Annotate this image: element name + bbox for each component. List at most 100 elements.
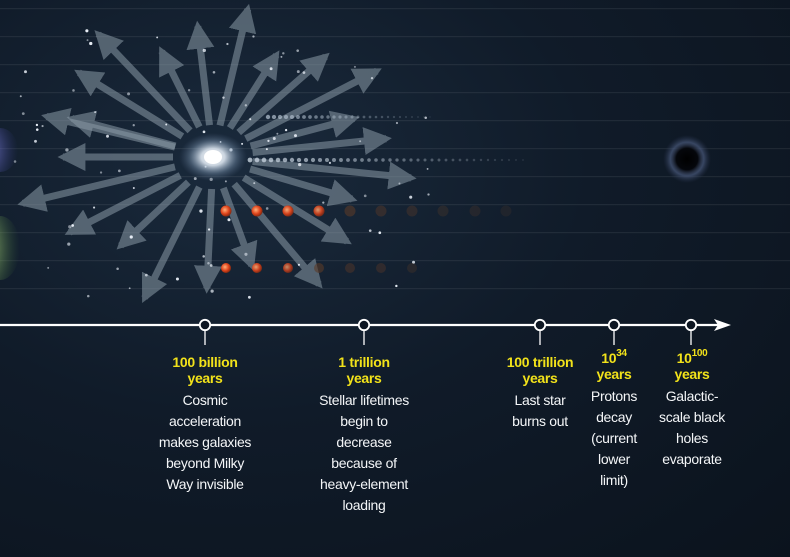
trail-dot (388, 158, 392, 162)
event-1-trillion-years: 1 trillion years Stellar lifetimes begin … (303, 354, 425, 516)
tiny-star (222, 96, 225, 99)
tiny-star (284, 128, 288, 132)
trail-dot (360, 158, 364, 162)
tiny-star (86, 39, 89, 42)
trail-dot (362, 115, 366, 119)
tiny-star (322, 201, 325, 204)
expansion-arrow (193, 188, 222, 294)
trail-dot (320, 115, 324, 119)
tiny-star (132, 124, 135, 127)
tiny-star (212, 70, 216, 74)
tiny-star (99, 171, 103, 174)
event-time: 1 trillion years (303, 354, 425, 386)
description-line: makes galaxies (158, 434, 252, 450)
trail-dot (521, 158, 525, 162)
timeline-node (357, 318, 371, 332)
star (282, 205, 294, 217)
tiny-star (106, 134, 109, 138)
trail-dot (417, 116, 419, 118)
trail-dot (404, 115, 408, 119)
tiny-star (297, 263, 301, 266)
tiny-star (280, 55, 283, 58)
tiny-star (210, 289, 214, 293)
tiny-star (359, 140, 362, 143)
event-description: Stellar lifetimes begin to decrease because… (303, 390, 425, 516)
tiny-star (224, 180, 227, 183)
expansion-arrows (17, 3, 417, 303)
tiny-star (127, 92, 131, 96)
trail-dot (326, 115, 330, 119)
galaxy-trails (247, 114, 525, 163)
trail-dot (395, 158, 399, 162)
expansion-arrow (158, 46, 203, 129)
tiny-star (207, 228, 211, 231)
tiny-star (193, 177, 197, 181)
description-line: lower (598, 451, 630, 467)
tiny-star (282, 52, 285, 55)
trail-dot (324, 157, 330, 163)
description-line: loading (342, 497, 386, 513)
tiny-star (302, 71, 306, 75)
trail-dot (423, 158, 427, 162)
star (251, 205, 263, 217)
tiny-star (41, 124, 44, 128)
trail-dot (493, 158, 497, 162)
trail-dot (271, 114, 277, 120)
stripe (0, 92, 790, 94)
left-star-glow (0, 216, 20, 280)
expansion-arrow (231, 181, 323, 289)
trail-dot (317, 157, 323, 163)
trail-dot (374, 115, 378, 119)
trail-dot (507, 158, 511, 162)
expansion-arrow (244, 67, 382, 142)
event-100-trillion-years: 100 trillion years Last star burns out (460, 354, 620, 432)
tiny-star (68, 225, 72, 229)
timeline-arrowhead (714, 319, 731, 331)
event-time-line1: 1034 (601, 348, 627, 366)
event-description: Protons decay (current lower limit) (576, 386, 652, 491)
description-line: Last star (514, 392, 566, 408)
trail-dot (265, 114, 271, 120)
tiny-star (67, 242, 71, 246)
tiny-star (85, 29, 89, 33)
star (406, 205, 418, 217)
stripe (0, 148, 790, 150)
tiny-star (227, 218, 231, 222)
trail-dot (290, 115, 294, 119)
tiny-star (265, 207, 269, 210)
description-line: because of (331, 455, 397, 471)
stripe (0, 64, 790, 66)
trail-dot (416, 158, 420, 162)
expansion-arrow (94, 30, 193, 134)
tiny-star (47, 266, 50, 269)
trail-dot (338, 115, 342, 119)
trail-dot (346, 158, 350, 162)
event-time-line1: 10100 (676, 348, 708, 366)
expansion-arrow (64, 172, 182, 236)
trail-dot (367, 158, 371, 162)
trail-dot (465, 158, 469, 162)
trail-dot (353, 158, 357, 162)
event-description: Cosmic acceleration makes galaxies beyond M… (145, 390, 265, 495)
description-line: heavy-element (320, 476, 408, 492)
tiny-star (265, 148, 268, 151)
tiny-star (328, 161, 332, 164)
tiny-star (116, 267, 119, 270)
trail-dot (310, 157, 316, 163)
tiny-star (35, 123, 39, 127)
trail-dot (409, 158, 413, 162)
tiny-star (72, 89, 75, 92)
description-line: scale black (659, 409, 725, 425)
description-line: Way invisible (166, 476, 244, 492)
trail-dot (277, 114, 283, 120)
trail-dot (514, 158, 518, 162)
timeline-node (684, 318, 698, 332)
trail-dot (275, 157, 281, 163)
expansion-arrow (226, 50, 280, 130)
trail-dot (247, 157, 253, 163)
tiny-star (129, 235, 133, 239)
tiny-star (94, 111, 97, 114)
background-stars (13, 29, 430, 299)
star (469, 205, 481, 217)
event-time-line2: years (187, 370, 223, 386)
